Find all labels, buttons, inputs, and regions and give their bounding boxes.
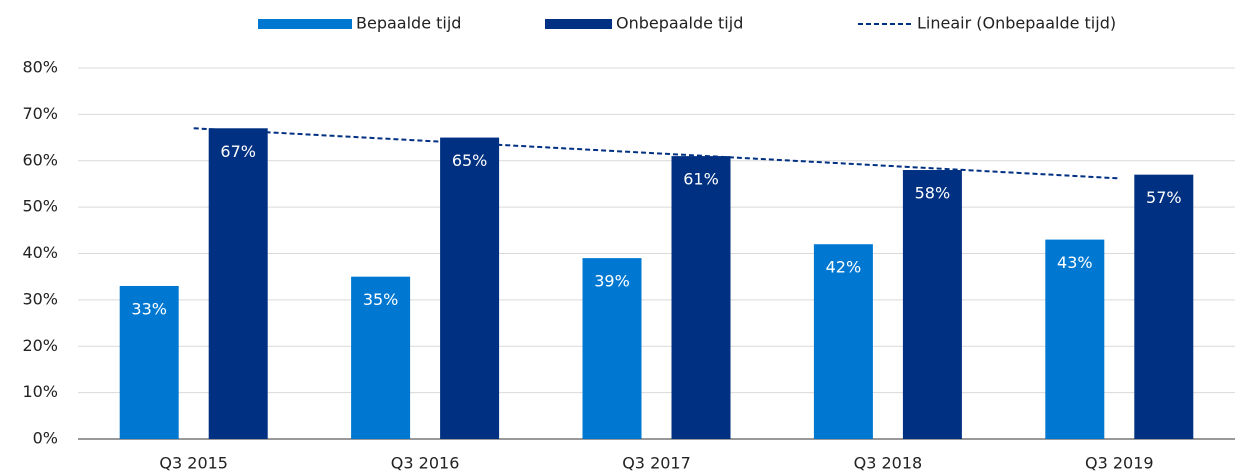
- x-tick-label: Q3 2017: [622, 454, 691, 473]
- bar: [351, 276, 411, 439]
- bar: [1045, 239, 1105, 439]
- bar: [440, 137, 500, 439]
- value-label: 42%: [826, 258, 862, 277]
- legend-label: Onbepaalde tijd: [616, 14, 743, 33]
- legend-swatch: [545, 19, 612, 29]
- y-tick-label: 40%: [22, 243, 58, 262]
- value-label: 65%: [452, 151, 488, 170]
- y-tick-label: 10%: [22, 382, 58, 401]
- x-tick-label: Q3 2018: [854, 454, 923, 473]
- y-tick-label: 20%: [22, 336, 58, 355]
- value-label: 35%: [363, 290, 399, 309]
- bar: [208, 128, 268, 439]
- y-tick-label: 60%: [22, 150, 58, 169]
- value-label: 61%: [683, 170, 719, 189]
- bar: [119, 285, 179, 439]
- y-tick-label: 70%: [22, 104, 58, 123]
- bar: [813, 244, 873, 439]
- y-tick-label: 0%: [33, 429, 58, 448]
- x-tick-label: Q3 2016: [391, 454, 460, 473]
- bar: [902, 170, 962, 439]
- legend-label: Lineair (Onbepaalde tijd): [917, 14, 1116, 33]
- y-tick-label: 50%: [22, 197, 58, 216]
- x-tick-label: Q3 2015: [159, 454, 228, 473]
- value-label: 43%: [1057, 253, 1093, 272]
- value-label: 33%: [131, 299, 167, 318]
- value-label: 39%: [594, 272, 630, 291]
- x-tick-label: Q3 2019: [1085, 454, 1154, 473]
- bar: [671, 156, 731, 440]
- y-tick-label: 80%: [22, 58, 58, 77]
- value-label: 57%: [1146, 188, 1182, 207]
- value-label: 58%: [915, 184, 951, 203]
- legend-label: Bepaalde tijd: [356, 14, 461, 33]
- y-tick-label: 30%: [22, 289, 58, 308]
- bar: [582, 258, 642, 439]
- trend-line: [193, 127, 1120, 180]
- legend-swatch: [258, 19, 352, 29]
- value-label: 67%: [220, 142, 256, 161]
- bar: [1134, 174, 1194, 439]
